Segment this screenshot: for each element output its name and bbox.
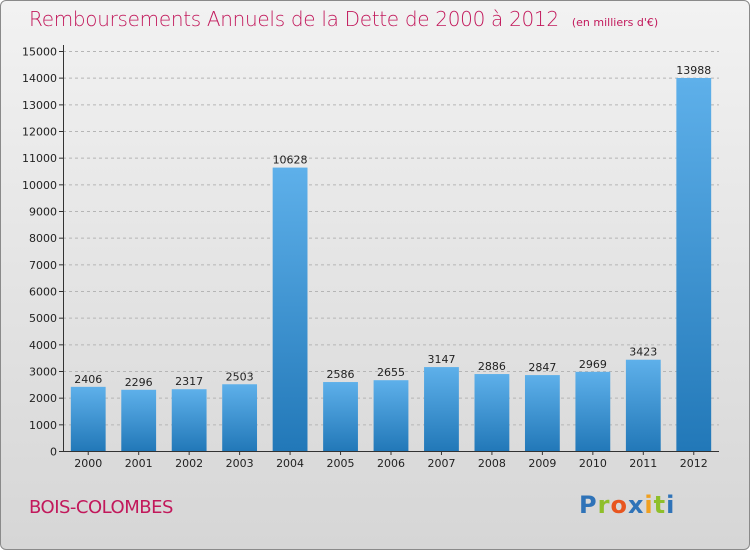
data-label: 2317 (175, 375, 203, 388)
logo-letter: i (666, 491, 676, 519)
y-tick-label: 0 (50, 446, 57, 459)
bar-2002 (171, 389, 207, 451)
logo-letter: r (597, 491, 611, 519)
y-tick-label: 11000 (22, 152, 57, 165)
bar-2005 (323, 382, 358, 451)
logo-letter: P (579, 491, 598, 519)
bar-2010 (575, 371, 611, 451)
data-label: 3423 (629, 346, 657, 359)
y-tick-label: 4000 (29, 339, 57, 352)
bar-2004 (272, 167, 308, 451)
data-label: 10628 (273, 154, 308, 167)
y-tick-label: 1000 (29, 419, 57, 432)
bar-2003 (222, 384, 258, 451)
data-label: 2886 (478, 360, 506, 373)
chart-subtitle: (en milliers d'€) (571, 16, 659, 29)
bar-2000 (70, 386, 106, 451)
data-label: 2847 (528, 361, 556, 374)
x-tick-label: 2005 (327, 457, 355, 470)
logo-letter: i (644, 491, 654, 519)
x-tick-label: 2001 (125, 457, 153, 470)
x-tick-label: 2008 (478, 457, 506, 470)
location-name: BOIS-COLOMBES (29, 497, 173, 518)
proxiti-logo: Proxiti (579, 491, 675, 519)
data-label: 2406 (74, 373, 102, 386)
y-tick-label: 6000 (29, 286, 57, 299)
data-label: 2969 (579, 358, 607, 371)
bar-2001 (121, 389, 157, 451)
bar-2008 (474, 374, 510, 451)
data-label: 2503 (226, 370, 254, 383)
x-tick-label: 2010 (579, 457, 607, 470)
x-tick-label: 2000 (74, 457, 102, 470)
y-tick-label: 15000 (22, 46, 57, 59)
data-label: 13988 (676, 64, 711, 77)
chart-title: Remboursements Annuels de la Dette de 20… (29, 7, 658, 31)
x-tick-label: 2003 (226, 457, 254, 470)
bar-2012 (676, 77, 712, 451)
data-label: 2296 (125, 376, 153, 389)
y-tick-label: 12000 (22, 126, 57, 139)
bar-2011 (625, 359, 661, 451)
x-tick-label: 2004 (276, 457, 304, 470)
bars (70, 77, 712, 451)
y-tick-label: 3000 (29, 366, 57, 379)
y-axis-ticks: 0 1000 2000 3000 4000 5000 6000 7000 8000 9000 100… (22, 46, 63, 459)
x-tick-label: 2011 (629, 457, 657, 470)
y-tick-label: 2000 (29, 392, 57, 405)
bar-2007 (424, 367, 459, 451)
logo-letter: x (627, 491, 645, 519)
y-tick-label: 13000 (22, 99, 57, 112)
x-axis-ticks: 2000 2001 2002 2003 2004 2005 2006 2007 2008 2009… (74, 451, 708, 470)
y-tick-label: 14000 (22, 72, 57, 85)
data-labels: 2406 2296 2317 2503 10628 2586 2655 3147 2886 284… (74, 64, 711, 389)
x-tick-label: 2002 (175, 457, 203, 470)
x-tick-label: 2009 (528, 457, 556, 470)
data-label: 3147 (427, 353, 455, 366)
chart-title-main: Remboursements Annuels de la Dette de 20… (29, 7, 559, 31)
data-label: 2586 (327, 368, 355, 381)
bar-2009 (524, 375, 560, 451)
logo-letter: o (610, 491, 628, 519)
y-tick-label: 9000 (29, 206, 57, 219)
y-tick-label: 7000 (29, 259, 57, 272)
y-tick-label: 5000 (29, 312, 57, 325)
x-tick-label: 2007 (427, 457, 455, 470)
y-tick-label: 8000 (29, 232, 57, 245)
x-tick-label: 2006 (377, 457, 405, 470)
bar-2006 (373, 380, 409, 451)
data-label: 2655 (377, 366, 405, 379)
logo-letter: t (653, 491, 667, 519)
y-tick-label: 10000 (22, 179, 57, 192)
x-tick-label: 2012 (680, 457, 708, 470)
